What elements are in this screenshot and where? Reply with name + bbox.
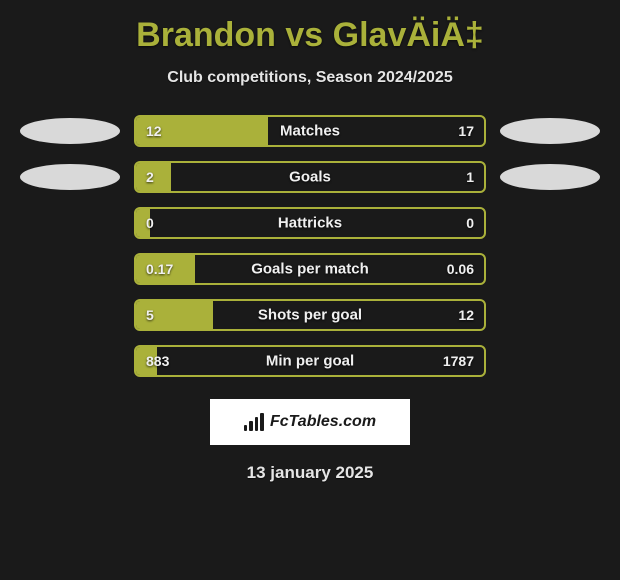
stat-right-value: 17 [458, 123, 474, 139]
stat-row: 5 Shots per goal 12 [0, 299, 620, 331]
stat-left-value: 883 [146, 353, 169, 369]
stat-label: Goals [289, 169, 331, 186]
stat-left-value: 0.17 [146, 261, 173, 277]
stat-row: 12 Matches 17 [0, 115, 620, 147]
stat-label: Min per goal [266, 353, 354, 370]
stat-bar: 12 Matches 17 [134, 115, 486, 147]
stat-bar: 0.17 Goals per match 0.06 [134, 253, 486, 285]
player-left-oval [20, 118, 120, 144]
player-right-oval [500, 118, 600, 144]
stat-right-value: 0 [466, 215, 474, 231]
subtitle: Club competitions, Season 2024/2025 [167, 69, 452, 87]
stat-left-value: 0 [146, 215, 154, 231]
stat-label: Matches [280, 123, 340, 140]
stat-label: Hattricks [278, 215, 342, 232]
page-title: Brandon vs GlavÄiÄ‡ [136, 16, 484, 55]
stat-row: 0.17 Goals per match 0.06 [0, 253, 620, 285]
stat-label: Goals per match [251, 261, 369, 278]
stat-label: Shots per goal [258, 307, 362, 324]
stat-right-value: 12 [458, 307, 474, 323]
stat-left-value: 12 [146, 123, 162, 139]
stat-bar: 0 Hattricks 0 [134, 207, 486, 239]
bar-chart-icon [244, 413, 264, 431]
stat-right-value: 0.06 [447, 261, 474, 277]
stat-right-value: 1787 [443, 353, 474, 369]
stat-row: 2 Goals 1 [0, 161, 620, 193]
stat-bar: 883 Min per goal 1787 [134, 345, 486, 377]
stat-bar: 2 Goals 1 [134, 161, 486, 193]
stat-left-value: 5 [146, 307, 154, 323]
comparison-card: Brandon vs GlavÄiÄ‡ Club competitions, S… [0, 0, 620, 493]
stat-right-value: 1 [466, 169, 474, 185]
player-right-oval [500, 164, 600, 190]
stats-list: 12 Matches 17 2 Goals 1 0 Hattricks 0 0.17 Goals p… [0, 115, 620, 377]
player-left-oval [20, 164, 120, 190]
stat-bar: 5 Shots per goal 12 [134, 299, 486, 331]
stat-row: 0 Hattricks 0 [0, 207, 620, 239]
date-label: 13 january 2025 [247, 463, 374, 483]
brand-badge[interactable]: FcTables.com [210, 399, 410, 445]
brand-text: FcTables.com [270, 413, 376, 431]
stat-row: 883 Min per goal 1787 [0, 345, 620, 377]
stat-left-value: 2 [146, 169, 154, 185]
